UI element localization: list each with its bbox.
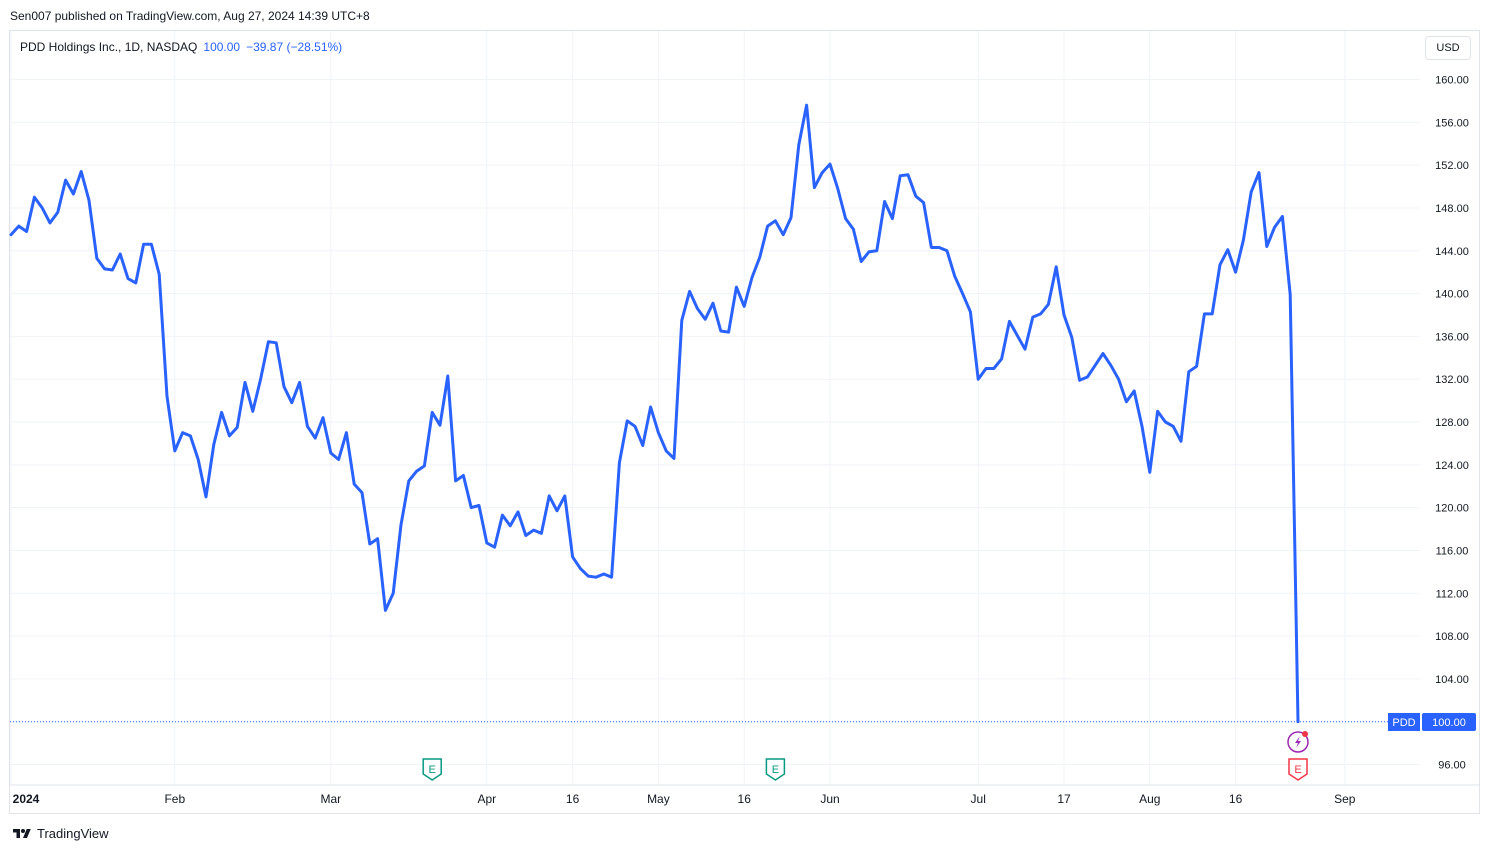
price-tick-label: 124.00 bbox=[1435, 460, 1469, 472]
time-tick-label: 17 bbox=[1057, 792, 1071, 806]
time-tick-label: Sep bbox=[1334, 792, 1356, 806]
time-tick-label: Feb bbox=[164, 792, 185, 806]
tradingview-logo-icon bbox=[13, 828, 31, 838]
grid-lines bbox=[10, 31, 1420, 785]
svg-text:E: E bbox=[429, 764, 436, 776]
lightning-icon[interactable] bbox=[1287, 731, 1309, 753]
time-tick-label: Apr bbox=[477, 792, 496, 806]
price-tick-label: 156.00 bbox=[1435, 117, 1469, 129]
earnings-marker-icon[interactable]: E bbox=[422, 758, 442, 781]
price-tick-label: 108.00 bbox=[1435, 631, 1469, 643]
time-tick-label: 16 bbox=[1229, 792, 1243, 806]
svg-text:E: E bbox=[772, 764, 779, 776]
price-line[interactable] bbox=[9, 103, 1300, 724]
price-series bbox=[9, 103, 1300, 724]
currency-button[interactable]: USD bbox=[1425, 36, 1471, 60]
chart-frame bbox=[9, 30, 1480, 814]
price-tick-label: 132.00 bbox=[1435, 374, 1469, 386]
time-axis: 2024 Feb Mar Apr 16 May 16 Jun Jul 17 Aug 16 Sep bbox=[10, 784, 1479, 806]
price-tick-label: 160.00 bbox=[1435, 75, 1469, 87]
last-value: 100.00 bbox=[203, 40, 241, 54]
price-tick-label: 116.00 bbox=[1436, 545, 1469, 557]
time-tick-label: May bbox=[647, 792, 670, 806]
earnings-marker-icon[interactable]: E bbox=[765, 758, 786, 781]
symbol-title[interactable]: PDD Holdings Inc., 1D, NASDAQ bbox=[20, 40, 198, 54]
svg-text:E: E bbox=[1294, 764, 1301, 776]
price-axis: 96.00 100.00 104.00 108.00 112.00 116.00 120.0… bbox=[1435, 75, 1469, 772]
last-price-badge-bg bbox=[1422, 713, 1476, 731]
published-by-text: Sen007 published on TradingView.com, Aug… bbox=[10, 9, 370, 23]
ticker-badge-bg bbox=[1388, 713, 1420, 731]
price-tick-label: 128.00 bbox=[1435, 417, 1469, 429]
price-tick-label: 112.00 bbox=[1436, 588, 1469, 600]
tradingview-brand-text: TradingView bbox=[37, 826, 109, 841]
time-tick-label: Aug bbox=[1139, 792, 1160, 806]
last-price-badge-group: PDD 100.00 bbox=[1388, 713, 1476, 731]
price-tick-label: 152.00 bbox=[1435, 160, 1469, 172]
time-tick-label: 16 bbox=[566, 792, 580, 806]
price-tick-label: 136.00 bbox=[1435, 331, 1469, 343]
price-tick-label: 140.00 bbox=[1435, 289, 1469, 301]
price-tick-label: 120.00 bbox=[1435, 503, 1469, 515]
price-tick-label: 104.00 bbox=[1435, 674, 1469, 686]
time-tick-label: 16 bbox=[738, 792, 752, 806]
time-tick-label: Mar bbox=[320, 792, 341, 806]
ticker-badge: PDD bbox=[1392, 717, 1415, 729]
price-tick-label: 148.00 bbox=[1435, 203, 1469, 215]
last-price-badge: 100.00 bbox=[1432, 717, 1466, 729]
time-tick-label: 2024 bbox=[13, 792, 40, 806]
price-tick-label: 144.00 bbox=[1435, 246, 1469, 258]
tradingview-branding[interactable]: TradingView bbox=[11, 826, 109, 841]
time-tick-label: Jul bbox=[971, 792, 986, 806]
symbol-legend: PDD Holdings Inc., 1D, NASDAQ 100.00 −39.8… bbox=[20, 40, 342, 54]
earnings-marker-icon[interactable]: E bbox=[1288, 758, 1308, 781]
change-value: −39.87 (−28.51%) bbox=[246, 40, 343, 54]
time-tick-label: Jun bbox=[820, 792, 839, 806]
price-tick-label: 96.00 bbox=[1438, 760, 1466, 772]
